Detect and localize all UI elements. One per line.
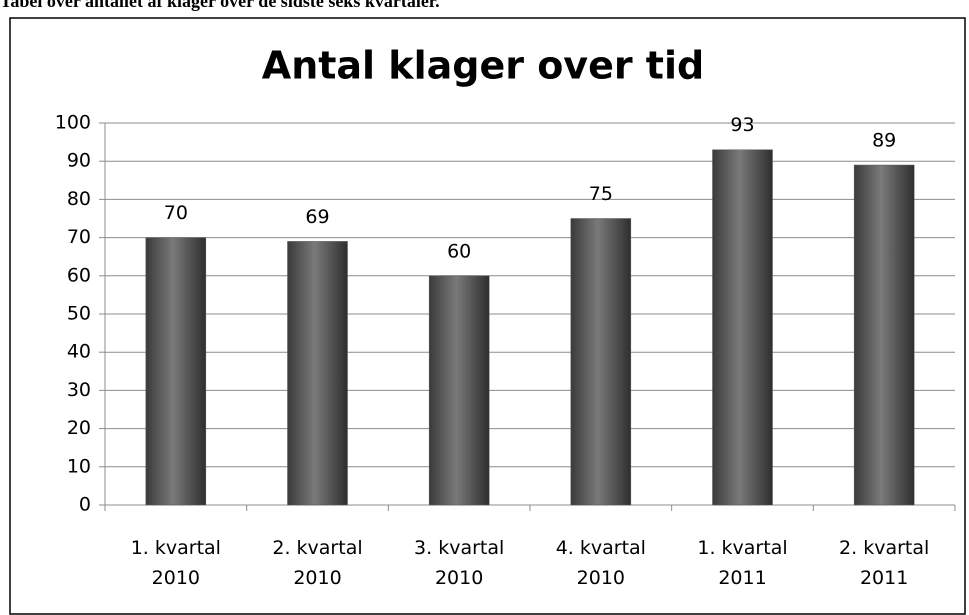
data-label: 60 xyxy=(447,240,471,262)
bar xyxy=(145,237,207,506)
bar xyxy=(428,275,490,506)
x-tick-label: 2. kvartal 2010 xyxy=(272,537,363,589)
bar xyxy=(570,218,632,506)
data-label: 70 xyxy=(164,202,188,224)
data-label: 93 xyxy=(730,114,754,136)
x-tick-label: 4. kvartal 2010 xyxy=(555,537,646,589)
caption: Tabel over antallet af klager over de si… xyxy=(0,0,440,11)
y-tick-label: 0 xyxy=(79,494,91,516)
y-tick-label: 40 xyxy=(67,341,91,363)
y-tick-label: 20 xyxy=(67,417,91,439)
bar xyxy=(287,241,348,506)
y-tick-label: 10 xyxy=(67,455,91,477)
bar xyxy=(712,149,773,506)
x-tick-label: 2. kvartal 2011 xyxy=(839,537,930,589)
x-tick-label: 1. kvartal 2010 xyxy=(130,537,221,589)
y-tick-label: 50 xyxy=(67,303,91,325)
data-label: 89 xyxy=(872,130,896,152)
chart-title: Antal klager over tid xyxy=(262,44,704,88)
chart-frame xyxy=(9,17,966,615)
y-tick-label: 60 xyxy=(67,264,91,286)
y-tick-label: 70 xyxy=(67,226,91,248)
y-tick-label: 100 xyxy=(55,112,91,134)
data-label: 75 xyxy=(589,183,613,205)
y-tick-label: 80 xyxy=(67,188,91,210)
x-tick-label: 3. kvartal 2010 xyxy=(414,537,505,589)
x-tick-label: 1. kvartal 2011 xyxy=(697,537,788,589)
y-tick-label: 30 xyxy=(67,379,91,401)
bar xyxy=(853,164,915,506)
y-tick-label: 90 xyxy=(67,150,91,172)
data-label: 69 xyxy=(305,206,329,228)
